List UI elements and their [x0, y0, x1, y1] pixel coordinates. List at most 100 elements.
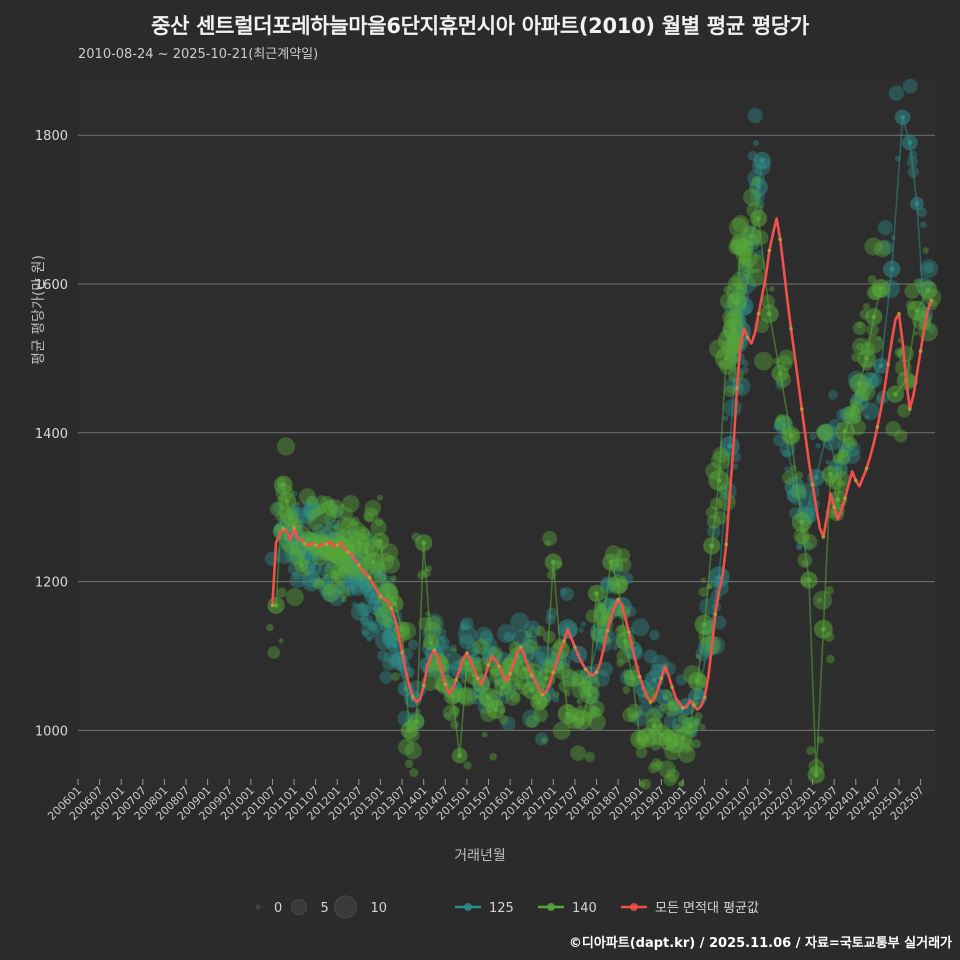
- data-bubble[interactable]: [824, 423, 830, 430]
- data-bubble[interactable]: [736, 282, 748, 295]
- data-bubble[interactable]: [825, 654, 835, 664]
- data-bubble[interactable]: [845, 407, 860, 421]
- data-bubble[interactable]: [731, 214, 750, 233]
- data-bubble[interactable]: [570, 745, 587, 762]
- data-bubble[interactable]: [434, 683, 442, 691]
- data-bubble[interactable]: [603, 594, 609, 600]
- data-bubble[interactable]: [722, 323, 739, 340]
- data-bubble[interactable]: [866, 284, 883, 301]
- data-bubble[interactable]: [752, 139, 760, 147]
- data-bubble[interactable]: [390, 672, 400, 682]
- data-bubble[interactable]: [570, 673, 585, 688]
- data-bubble[interactable]: [923, 288, 942, 307]
- data-bubble[interactable]: [590, 705, 601, 716]
- data-bubble[interactable]: [622, 669, 634, 681]
- data-bubble[interactable]: [379, 670, 393, 684]
- data-bubble[interactable]: [482, 637, 498, 653]
- data-bubble[interactable]: [864, 414, 870, 420]
- data-bubble[interactable]: [649, 629, 660, 641]
- data-bubble[interactable]: [356, 601, 371, 617]
- data-bubble[interactable]: [444, 711, 452, 720]
- data-bubble[interactable]: [466, 641, 482, 657]
- data-bubble[interactable]: [366, 621, 377, 631]
- data-bubble[interactable]: [493, 678, 501, 686]
- data-bubble[interactable]: [375, 552, 394, 571]
- data-bubble[interactable]: [913, 278, 923, 288]
- data-bubble[interactable]: [320, 520, 335, 536]
- data-bubble[interactable]: [861, 402, 880, 421]
- data-bubble[interactable]: [276, 477, 287, 488]
- data-bubble[interactable]: [843, 445, 852, 455]
- data-bubble[interactable]: [706, 583, 713, 590]
- data-bubble[interactable]: [331, 505, 341, 515]
- data-bubble[interactable]: [333, 524, 339, 530]
- data-bubble[interactable]: [631, 618, 650, 637]
- data-bubble[interactable]: [505, 690, 521, 706]
- data-bubble[interactable]: [868, 285, 884, 300]
- data-bubble[interactable]: [616, 648, 632, 664]
- data-bubble[interactable]: [266, 623, 274, 632]
- data-bubble[interactable]: [455, 687, 473, 705]
- data-bubble[interactable]: [845, 441, 861, 457]
- data-bubble[interactable]: [381, 555, 401, 574]
- data-bubble[interactable]: [373, 559, 386, 572]
- data-bubble[interactable]: [546, 569, 557, 580]
- data-bubble[interactable]: [380, 543, 399, 562]
- data-bubble[interactable]: [675, 674, 688, 686]
- data-bubble[interactable]: [797, 552, 813, 568]
- data-bubble[interactable]: [645, 707, 662, 724]
- data-bubble[interactable]: [922, 262, 934, 274]
- data-bubble[interactable]: [441, 658, 449, 665]
- data-bubble[interactable]: [580, 621, 587, 628]
- data-bubble[interactable]: [342, 577, 355, 590]
- data-bubble[interactable]: [796, 544, 803, 551]
- data-bubble[interactable]: [700, 577, 707, 584]
- data-bubble[interactable]: [862, 302, 871, 311]
- data-bubble[interactable]: [451, 647, 458, 654]
- data-bubble[interactable]: [407, 639, 419, 650]
- data-bubble[interactable]: [334, 576, 342, 585]
- data-bubble[interactable]: [824, 475, 836, 487]
- data-bubble[interactable]: [817, 424, 835, 442]
- data-bubble[interactable]: [321, 584, 340, 603]
- data-bubble[interactable]: [522, 638, 538, 654]
- data-bubble[interactable]: [897, 403, 912, 418]
- data-bubble[interactable]: [320, 573, 335, 588]
- data-bubble[interactable]: [411, 532, 421, 542]
- data-bubble[interactable]: [302, 501, 308, 507]
- data-bubble[interactable]: [588, 700, 605, 717]
- data-bubble[interactable]: [727, 366, 744, 383]
- data-bubble[interactable]: [913, 330, 919, 336]
- data-bubble[interactable]: [336, 548, 344, 555]
- data-bubble[interactable]: [299, 509, 316, 525]
- data-bubble[interactable]: [877, 219, 894, 236]
- data-bubble[interactable]: [706, 582, 714, 590]
- data-bubble[interactable]: [330, 572, 346, 588]
- data-bubble[interactable]: [907, 166, 920, 178]
- data-bubble[interactable]: [712, 446, 730, 464]
- data-bubble[interactable]: [283, 540, 298, 555]
- data-bubble[interactable]: [753, 351, 774, 371]
- data-bubble[interactable]: [872, 282, 888, 298]
- data-bubble[interactable]: [742, 268, 752, 277]
- data-bubble[interactable]: [303, 499, 323, 519]
- data-bubble[interactable]: [816, 427, 826, 437]
- data-bubble[interactable]: [475, 626, 493, 645]
- data-bubble[interactable]: [463, 761, 472, 770]
- data-bubble[interactable]: [303, 558, 310, 565]
- data-bubble[interactable]: [306, 508, 318, 520]
- data-bubble[interactable]: [552, 721, 571, 741]
- data-bubble[interactable]: [503, 699, 509, 705]
- data-bubble[interactable]: [489, 667, 500, 678]
- data-bubble[interactable]: [346, 521, 367, 541]
- data-bubble[interactable]: [640, 739, 646, 745]
- data-bubble[interactable]: [449, 644, 457, 652]
- data-bubble[interactable]: [783, 428, 798, 444]
- data-bubble[interactable]: [699, 723, 706, 731]
- data-bubble[interactable]: [786, 488, 801, 503]
- data-bubble[interactable]: [864, 237, 883, 256]
- data-bubble[interactable]: [330, 519, 340, 529]
- data-bubble[interactable]: [552, 691, 560, 698]
- data-bubble[interactable]: [784, 466, 791, 473]
- data-bubble[interactable]: [570, 680, 577, 688]
